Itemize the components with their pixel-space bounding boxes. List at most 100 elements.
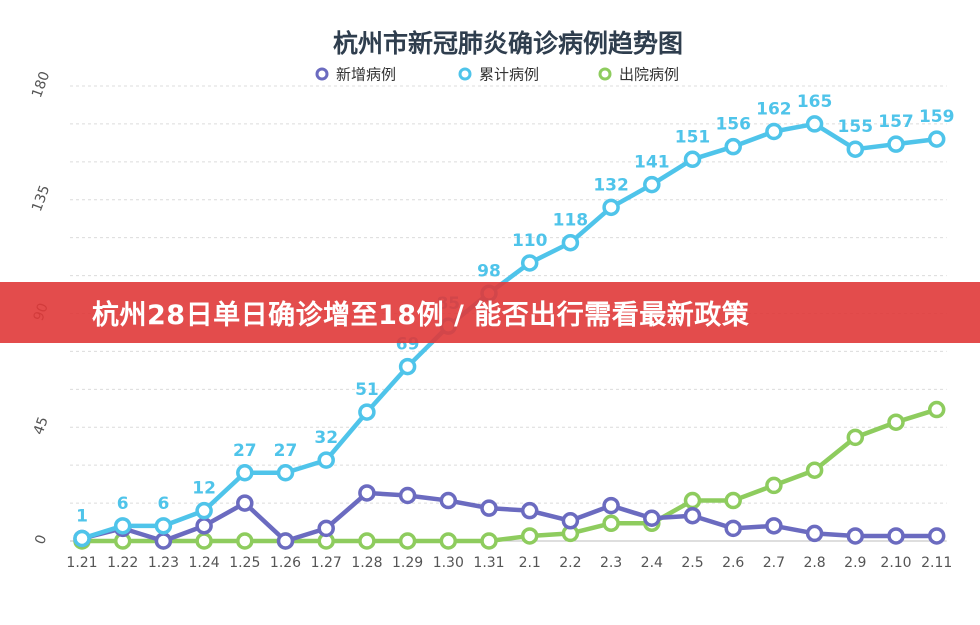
x-tick-label: 1.29 [392, 555, 423, 571]
data-point [73, 529, 91, 548]
chart-title: 杭州市新冠肺炎确诊病例趋势图 [333, 29, 683, 58]
data-point [846, 527, 865, 545]
data-label: 27 [233, 441, 257, 461]
data-label: 1 [76, 506, 88, 526]
data-point [358, 403, 376, 421]
data-point [805, 524, 824, 543]
y-tick-label: 0 [32, 533, 50, 547]
data-label: 156 [715, 115, 751, 135]
legend-label: 累计病例 [479, 66, 539, 84]
series-line [79, 490, 939, 544]
data-point [927, 400, 946, 419]
data-point [154, 517, 173, 535]
x-tick-label: 2.11 [921, 555, 952, 571]
data-point [887, 527, 905, 545]
data-point [154, 532, 173, 550]
data-point [236, 464, 254, 482]
data-label: 12 [192, 479, 216, 499]
legend-marker [458, 67, 472, 81]
data-point [276, 464, 295, 482]
series [73, 115, 946, 550]
data-label: 155 [838, 117, 874, 137]
data-point [317, 451, 335, 469]
x-tick-label: 2.3 [600, 555, 622, 571]
x-tick-label: 2.7 [763, 555, 785, 571]
x-tick-label: 1.22 [107, 555, 138, 571]
data-label: 159 [919, 107, 955, 127]
x-tick-label: 1.30 [433, 555, 464, 571]
data-point [683, 150, 702, 169]
data-point [887, 413, 905, 431]
series-line [79, 407, 939, 544]
data-point [439, 491, 458, 510]
data-label: 151 [675, 127, 711, 147]
data-label: 32 [314, 428, 338, 448]
x-tick-label: 1.21 [66, 555, 97, 571]
data-label: 141 [634, 153, 670, 173]
data-point [927, 130, 946, 148]
data-label: 157 [878, 112, 914, 132]
data-point [236, 532, 254, 550]
x-tick-label: 2.10 [880, 555, 911, 571]
data-point [561, 233, 580, 252]
data-point [276, 532, 295, 550]
x-tick-label: 1.25 [229, 555, 260, 571]
data-point [480, 499, 498, 517]
legend-marker [598, 67, 612, 81]
data-point [236, 494, 254, 512]
data-point [602, 496, 620, 515]
data-point [358, 484, 376, 502]
data-point [887, 135, 905, 153]
data-point [398, 486, 417, 505]
data-labels: 1661227273251698598110118132141151156162… [76, 92, 954, 527]
headline-banner: 杭州28日单日确诊增至18例 / 能否出行需看最新政策 [0, 282, 980, 343]
data-point [195, 501, 213, 520]
x-tick-label: 1.27 [311, 555, 342, 571]
data-point [480, 532, 498, 550]
data-label: 110 [512, 231, 548, 251]
data-point [398, 357, 417, 376]
data-point [683, 491, 702, 510]
x-tick-label: 2.6 [722, 555, 744, 571]
data-point [927, 527, 946, 545]
data-point [195, 532, 213, 550]
headline-text: 杭州28日单日确诊增至18例 / 能否出行需看最新政策 [92, 300, 750, 331]
data-point [765, 476, 783, 495]
data-point [724, 137, 742, 156]
x-tick-label: 2.5 [681, 555, 703, 571]
data-label: 6 [117, 494, 129, 514]
data-point [643, 509, 661, 527]
x-tick-label: 2.2 [559, 555, 581, 571]
legend-label: 出院病例 [619, 66, 679, 84]
data-point [317, 519, 335, 538]
data-label: 165 [797, 92, 833, 112]
data-point [602, 514, 620, 533]
data-point [765, 122, 783, 141]
y-tick-label: 45 [31, 415, 52, 437]
legend-marker [315, 67, 329, 81]
data-point [724, 491, 742, 510]
data-label: 118 [553, 211, 589, 231]
data-label: 132 [593, 175, 629, 195]
data-label: 51 [355, 380, 379, 400]
data-point [846, 140, 865, 158]
legend: 新增病例 累计病例 出院病例 [315, 66, 679, 84]
data-point [358, 532, 376, 550]
data-label: 162 [756, 100, 792, 120]
data-point [724, 519, 742, 538]
x-tick-label: 1.23 [148, 555, 179, 571]
grid-lines [70, 85, 947, 504]
legend-label: 新增病例 [336, 66, 396, 84]
data-point [846, 428, 865, 447]
y-tick-label: 135 [29, 183, 53, 214]
series-line [79, 121, 939, 541]
data-point [520, 527, 539, 545]
data-point [602, 198, 620, 217]
data-point [195, 517, 213, 535]
x-tick-label: 2.8 [803, 555, 825, 571]
data-point [439, 532, 458, 550]
x-tick-label: 2.9 [844, 555, 866, 571]
x-tick-label: 1.24 [189, 555, 220, 571]
x-tick-label: 1.26 [270, 555, 301, 571]
x-tick-label: 2.4 [641, 555, 663, 571]
